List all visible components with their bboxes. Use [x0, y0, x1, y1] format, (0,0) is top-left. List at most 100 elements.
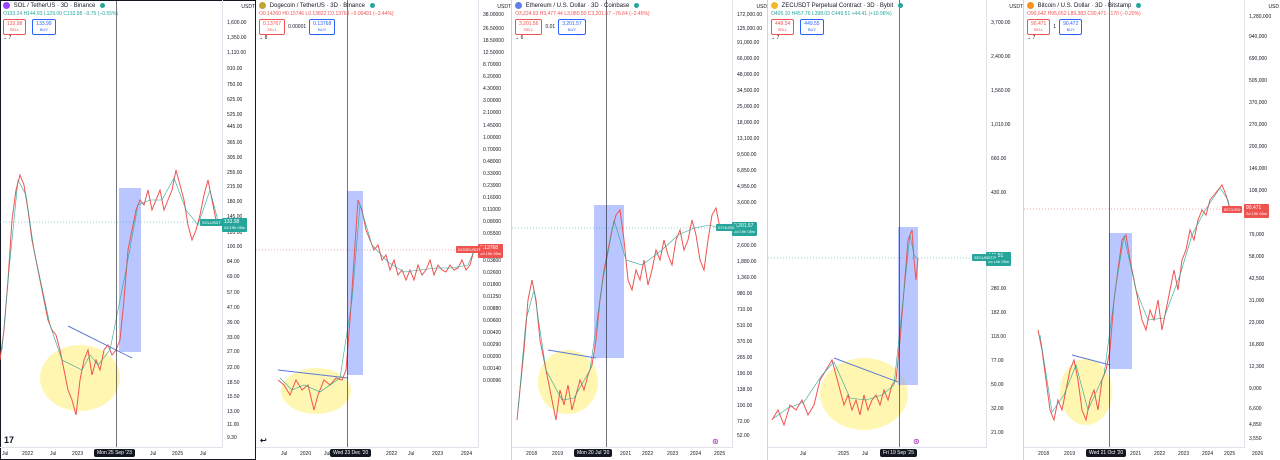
price-tick: 77.00 — [991, 358, 1004, 364]
price-tick: 445.00 — [227, 124, 243, 130]
symbol-title[interactable]: Dogecoin / TetherUS · 3D · Binance — [269, 3, 365, 10]
currency-label[interactable]: USDT — [497, 4, 511, 10]
buy-button[interactable]: 3,201.57 BUY — [558, 19, 586, 35]
sell-button[interactable]: 449.54 SELL — [771, 19, 795, 35]
indicator-toggle[interactable]: ⌄ 6 — [515, 35, 524, 41]
price-chart-doge[interactable] — [256, 0, 478, 448]
crosshair-date: Wed 23 Dec '20 — [330, 449, 372, 457]
price-tick: 6,600 — [1249, 406, 1262, 412]
chart-header: Ethereum / U.S. Dollar · 3D · Coinbase — [515, 2, 727, 9]
price-chart-zec[interactable] — [768, 0, 986, 448]
sell-button[interactable]: 3,201.56 SELL — [515, 19, 543, 35]
price-tick: 280.00 — [991, 286, 1007, 292]
eth-coin-icon — [515, 2, 522, 9]
price-chart-eth[interactable] — [512, 0, 732, 448]
price-tick: 510.00 — [737, 323, 753, 329]
price-tick: 430.00 — [991, 190, 1007, 196]
time-tick: 2023 — [1178, 451, 1190, 457]
price-tick: 13,100.00 — [737, 136, 760, 142]
price-tick: 0.08000 — [483, 219, 502, 225]
chart-panel-doge[interactable]: Dogecoin / TetherUS · 3D · Binance O0.14… — [256, 0, 512, 460]
price-tick: 200,000 — [1249, 144, 1268, 150]
symbol-title[interactable]: SOL / TetherUS · 3D · Binance — [13, 3, 96, 10]
price-tick: 370.00 — [737, 339, 753, 345]
time-tick: 2019 — [552, 451, 564, 457]
price-tick: 2,600.00 — [737, 243, 757, 249]
time-tick: 2022 — [1154, 451, 1166, 457]
price-tick: 0.00880 — [483, 306, 502, 312]
chart-panel-sol[interactable]: SOL / TetherUS · 3D · Binance O133.24 H1… — [0, 0, 256, 460]
time-axis[interactable]: Jul 2022 Jul 2023 Mon 25 Sep '23 Jul 202… — [0, 447, 222, 460]
price-tick: 12,300 — [1249, 364, 1265, 370]
news-icon[interactable]: ⊛ — [913, 437, 920, 446]
price-tick: 1,560.00 — [991, 88, 1011, 94]
price-axis[interactable]: USDT 3,700.00 2,400.00 1,560.00 1,010.00… — [986, 0, 1023, 448]
replay-icon[interactable]: ↩ — [260, 436, 267, 445]
time-tick: 2023 — [72, 451, 84, 457]
sell-button[interactable]: 0.13767 SELL — [259, 19, 286, 35]
time-tick: 2025 — [714, 451, 726, 457]
chart-header: Bitcoin / U.S. Dollar · 3D · Bitstamp — [1027, 2, 1240, 9]
symbol-title[interactable]: Bitcoin / U.S. Dollar · 3D · Bitstamp — [1037, 3, 1132, 10]
time-axis[interactable]: Jul 2025 Jul Fri 19 Sep '25 — [768, 447, 986, 460]
chart-panel-eth[interactable]: Ethereum / U.S. Dollar · 3D · Coinbase O… — [512, 0, 768, 460]
price-tick: 3,700.00 — [991, 20, 1011, 26]
price-tick: 0.02600 — [483, 270, 502, 276]
price-axis[interactable]: USDT 38.00000 26.50000 18.50000 12.50000… — [478, 0, 511, 448]
sell-button[interactable]: 90,471 SELL — [1027, 19, 1051, 35]
price-tick: 2.10000 — [483, 110, 502, 116]
price-chart-sol[interactable] — [0, 0, 222, 448]
price-axis[interactable]: USD 172,000.00 125,000.00 91,000.00 66,0… — [732, 0, 767, 448]
price-axis[interactable]: USD 1,280,000 940,000 690,000 505,000 37… — [1244, 0, 1280, 448]
price-tick: 12.50000 — [483, 50, 504, 56]
indicator-toggle[interactable]: ⌄ 8 — [259, 35, 268, 41]
currency-label[interactable]: USDT — [1009, 4, 1023, 10]
price-tick: 11.00 — [227, 422, 240, 428]
price-tick: 1,110.00 — [227, 50, 247, 56]
ohlc-values: O0.14260 H0.15746 L0.13822 C0.13768 −0.0… — [259, 11, 394, 17]
time-axis[interactable]: 2018 2019 Mon 20 Jul '20 2021 2022 2023 … — [512, 447, 732, 460]
indicator-toggle[interactable]: ⌄ 7 — [771, 35, 780, 41]
trade-buttons: 133.98 SELL 133.99 BUY — [3, 19, 56, 35]
market-open-icon — [369, 3, 375, 8]
price-tick: 125,000.00 — [737, 26, 763, 32]
buy-button[interactable]: 133.99 BUY — [32, 19, 56, 35]
price-tick: 1.45000 — [483, 123, 502, 129]
crosshair-vertical — [347, 0, 348, 448]
price-series — [516, 206, 721, 421]
accumulation-circle — [538, 350, 598, 414]
chart-panel-zec[interactable]: ZECUSDT Perpetual Contract · 3D · Bybit … — [768, 0, 1024, 460]
time-axis[interactable]: Jul 2020 Jul Wed 23 Dec '20 2022 Jul 202… — [256, 447, 478, 460]
price-tick: 0.11000 — [483, 207, 501, 213]
buy-button[interactable]: 449.55 BUY — [800, 19, 824, 35]
chart-panel-btc[interactable]: Bitcoin / U.S. Dollar · 3D · Bitstamp O9… — [1024, 0, 1280, 460]
price-chart-btc[interactable] — [1024, 0, 1244, 448]
time-axis[interactable]: 2018 2019 Wed 21 Oct '20 2021 2022 2023 … — [1024, 447, 1263, 460]
price-tick: 58,000 — [1249, 254, 1265, 260]
price-series — [277, 199, 475, 411]
sol-coin-icon — [3, 2, 10, 9]
buy-button[interactable]: 0.13768 BUY — [309, 19, 336, 35]
price-tick: 13.00 — [227, 409, 240, 415]
time-tick: 2026 — [1252, 451, 1264, 457]
buy-button[interactable]: 90,472 BUY — [1059, 19, 1083, 35]
last-price-badge: 0.13768 2d 19h 05m — [478, 244, 504, 258]
currency-label[interactable]: USD — [756, 4, 767, 10]
price-tick: 0.00290 — [483, 342, 502, 348]
symbol-title[interactable]: ZECUSDT Perpetual Contract · 3D · Bybit — [781, 3, 894, 10]
crosshair-vertical — [1109, 0, 1110, 448]
indicator-toggle[interactable]: ⌄ 7 — [1027, 35, 1036, 41]
currency-label[interactable]: USD — [1268, 4, 1279, 10]
price-tick: 1,600.00 — [227, 20, 247, 26]
currency-label[interactable]: USDT — [241, 4, 255, 10]
price-tick: 0.03800 — [483, 258, 502, 264]
tradingview-logo-icon[interactable]: 17 — [4, 435, 15, 445]
price-axis[interactable]: USDT 1,600.00 1,350.00 1,110.00 910.00 7… — [222, 0, 255, 448]
price-tick: 172,000.00 — [737, 12, 763, 18]
price-tick: 138.00 — [737, 387, 753, 393]
symbol-title[interactable]: Ethereum / U.S. Dollar · 3D · Coinbase — [525, 3, 630, 10]
symbol-tag: DOGEUSDT — [456, 246, 483, 253]
news-icon[interactable]: ⊛ — [712, 437, 719, 446]
indicator-toggle[interactable]: ⌄ 7 — [3, 35, 12, 41]
sell-button[interactable]: 133.98 SELL — [3, 19, 27, 35]
